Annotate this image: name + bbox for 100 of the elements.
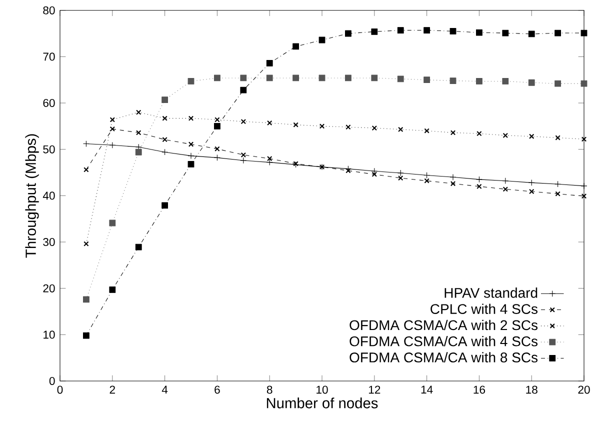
- point: [372, 172, 378, 177]
- point: [266, 74, 273, 82]
- point: [476, 78, 482, 84]
- point: [476, 184, 482, 190]
- point: [502, 78, 509, 84]
- point: [109, 220, 116, 226]
- point: [424, 76, 430, 84]
- point: [109, 142, 116, 148]
- y-tick-label: 30: [43, 238, 55, 246]
- point: [397, 27, 404, 34]
- legend-label: OFDMA CSMA/CA with 2 SCs: [350, 320, 538, 330]
- point: [450, 28, 456, 34]
- point: [529, 188, 534, 194]
- point: [476, 176, 482, 183]
- point: [528, 79, 535, 86]
- point: [346, 168, 351, 174]
- point: [214, 117, 220, 122]
- point: [214, 122, 220, 130]
- point: [371, 74, 378, 82]
- point: [502, 30, 509, 36]
- x-tick-label: 10: [316, 386, 328, 394]
- point: [240, 118, 246, 124]
- point: [397, 76, 404, 82]
- x-tick-label: 20: [578, 386, 590, 394]
- point: [502, 132, 508, 138]
- point: [581, 136, 587, 142]
- x-tick-label: 18: [526, 386, 538, 394]
- point: [162, 137, 168, 142]
- point: [450, 78, 456, 84]
- x-tick-label: 2: [110, 386, 115, 394]
- point: [371, 168, 378, 174]
- point: [424, 27, 430, 34]
- point: [502, 178, 509, 184]
- point: [372, 125, 378, 131]
- point: [110, 126, 116, 132]
- point: [188, 160, 194, 168]
- y-tick-label: 0: [49, 376, 55, 386]
- point: [528, 179, 535, 186]
- point: [266, 159, 273, 166]
- point: [135, 244, 142, 250]
- legend-label: OFDMA CSMA/CA with 8 SCs: [350, 352, 538, 362]
- point: [162, 148, 168, 156]
- x-tick-label: 8: [266, 386, 272, 394]
- point: [162, 96, 168, 103]
- point: [240, 74, 247, 82]
- point: [345, 166, 352, 172]
- point: [346, 124, 351, 130]
- y-tick-label: 40: [42, 192, 55, 200]
- point: [188, 116, 194, 121]
- point: [319, 124, 325, 129]
- point: [83, 332, 90, 339]
- point: [555, 135, 560, 140]
- y-tick-label: 10: [44, 330, 55, 339]
- point: [267, 120, 272, 126]
- point: [345, 30, 352, 37]
- point: [581, 194, 587, 199]
- x-axis-title: Number of nodes: [266, 398, 378, 408]
- point: [502, 186, 508, 192]
- point: [554, 180, 562, 188]
- point: [110, 117, 116, 122]
- x-tick-label: 16: [474, 386, 486, 394]
- point: [266, 60, 273, 66]
- point: [136, 110, 142, 115]
- point: [83, 296, 90, 303]
- point: [109, 286, 116, 293]
- point: [135, 148, 142, 156]
- y-tick-label: 20: [43, 284, 55, 292]
- point: [240, 157, 247, 164]
- point: [450, 174, 456, 180]
- point: [476, 29, 482, 36]
- point: [528, 30, 535, 38]
- legend-label: HPAV standard: [444, 288, 538, 298]
- point: [214, 74, 220, 82]
- y-tick-label: 70: [43, 52, 55, 61]
- point: [318, 74, 326, 82]
- point: [555, 191, 560, 196]
- y-tick-label: 60: [43, 99, 55, 108]
- point: [450, 181, 456, 186]
- point: [397, 170, 404, 176]
- point: [398, 126, 404, 132]
- point: [162, 116, 168, 121]
- point: [398, 175, 404, 181]
- point: [345, 74, 352, 82]
- point: [162, 202, 168, 209]
- point: [580, 182, 588, 190]
- point: [188, 152, 194, 160]
- point: [214, 146, 220, 152]
- point: [529, 134, 534, 139]
- point: [84, 241, 89, 246]
- point: [84, 167, 89, 172]
- point: [424, 128, 430, 134]
- x-tick-label: 4: [162, 386, 168, 394]
- y-axis-title: Throughput (Mbps): [25, 134, 39, 258]
- point: [214, 154, 220, 161]
- point: [293, 122, 298, 128]
- point: [554, 30, 562, 36]
- point: [292, 74, 300, 82]
- legend-label: OFDMA CSMA/CA with 4 SCs: [350, 336, 538, 346]
- y-tick-label: 80: [43, 6, 55, 14]
- point: [371, 28, 378, 35]
